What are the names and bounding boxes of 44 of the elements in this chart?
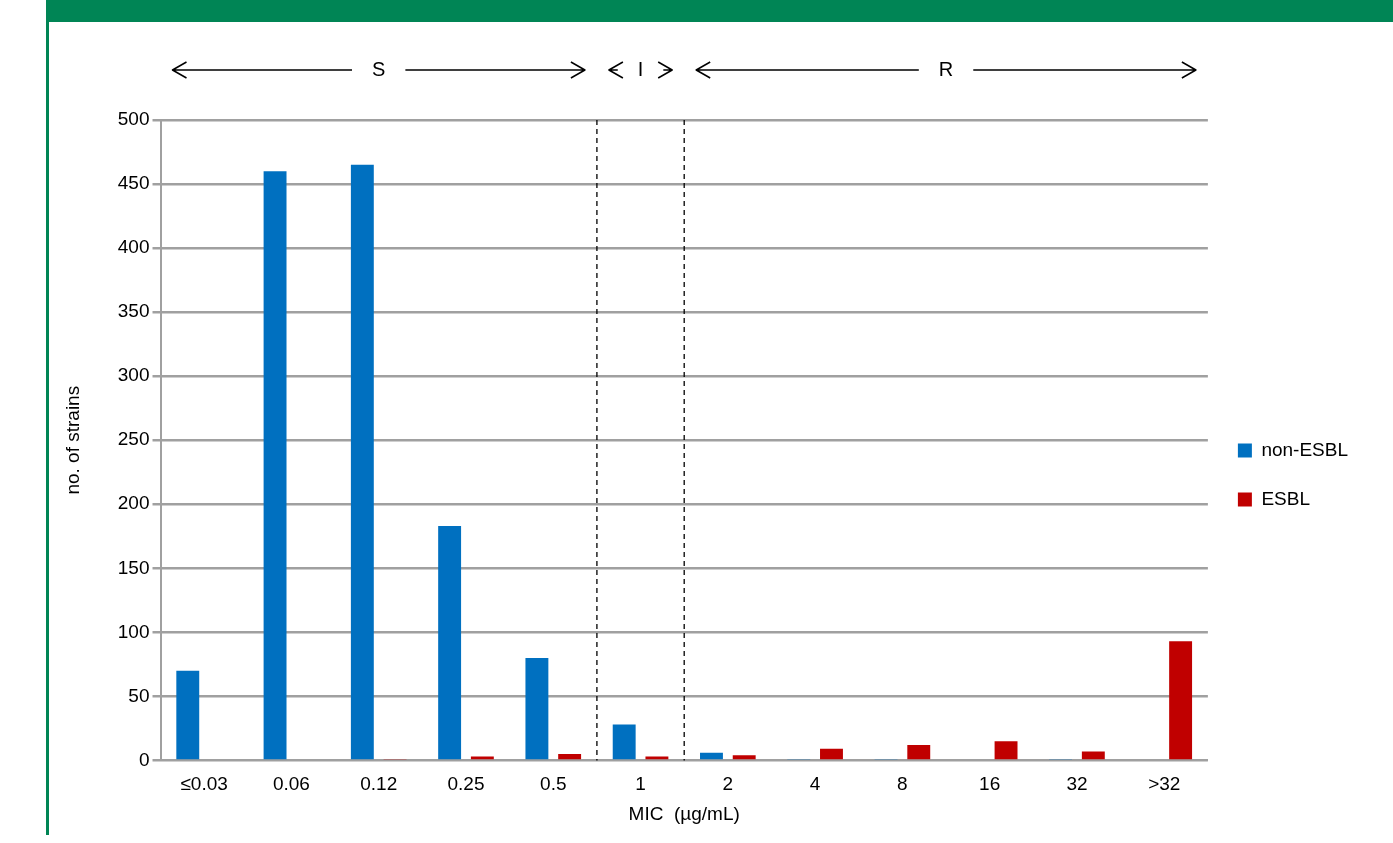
x-tick-label: 0.5 <box>540 773 567 795</box>
x-tick-label: 8 <box>897 773 908 795</box>
x-tick-label: 32 <box>1066 773 1088 795</box>
legend-label: non-ESBL <box>1261 438 1349 460</box>
y-tick-label: 350 <box>117 300 150 322</box>
y-tick-label: 300 <box>117 364 150 386</box>
bar <box>350 164 374 760</box>
y-tick-label: 100 <box>117 620 150 642</box>
text: I <box>637 57 644 80</box>
bar <box>438 526 462 760</box>
x-tick-label: 16 <box>979 773 1001 795</box>
y-tick-label: 400 <box>117 236 150 258</box>
bar <box>263 171 287 760</box>
y-tick-label: 150 <box>117 556 150 578</box>
bar <box>1081 751 1105 760</box>
y-tick-label: 500 <box>117 108 150 130</box>
bar <box>612 724 636 760</box>
y-tick-label: 200 <box>117 492 150 514</box>
bar <box>994 741 1018 760</box>
bar <box>700 752 723 760</box>
y-tick-label: 50 <box>128 684 150 706</box>
x-axis-title: MIC (µg/mL) <box>628 802 740 824</box>
x-tick-label: 4 <box>809 773 821 795</box>
y-tick-label: 250 <box>117 428 150 450</box>
y-tick-label: 0 <box>138 748 150 770</box>
text: S <box>372 57 386 80</box>
y-tick-label: 450 <box>117 172 150 194</box>
bar <box>820 748 843 760</box>
bar <box>176 670 200 760</box>
bar <box>1169 641 1193 760</box>
x-tick-label: 0.12 <box>360 773 398 795</box>
text: R <box>938 57 954 80</box>
x-tick-label: 2 <box>722 773 734 795</box>
y-axis-title: no. of strains <box>61 385 83 495</box>
legend-label: ESBL <box>1261 487 1310 509</box>
x-tick-label: 1 <box>635 773 646 795</box>
bar <box>558 754 582 760</box>
bar <box>525 657 549 760</box>
bar <box>732 755 756 760</box>
x-tick-label: ≤0.03 <box>180 773 228 795</box>
bar <box>907 745 931 760</box>
x-tick-label: 0.06 <box>272 773 310 795</box>
x-tick-label: 0.25 <box>447 773 485 795</box>
x-tick-label: >32 <box>1148 773 1181 795</box>
